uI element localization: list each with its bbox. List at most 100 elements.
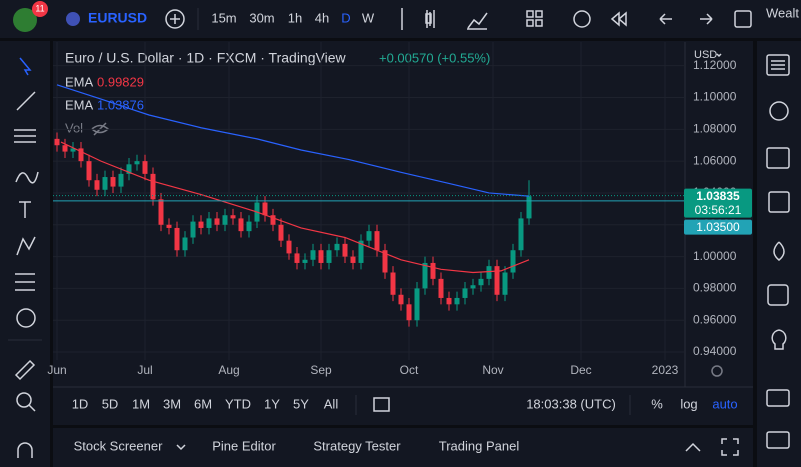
candle-body (174, 227, 180, 251)
indicator-icon[interactable] (467, 12, 488, 30)
candle-body (110, 177, 116, 187)
candle-body (422, 262, 428, 289)
plot (53, 84, 685, 327)
range[interactable]: 5Y (293, 396, 309, 411)
x-tick-label: Nov (482, 363, 503, 377)
layout-icon (535, 19, 543, 27)
footer-tab[interactable]: Trading Panel (439, 438, 520, 453)
candle-body (94, 180, 100, 190)
candle-body (454, 297, 460, 305)
x-tick-label: Aug (218, 363, 239, 377)
percent-toggle[interactable]: % (651, 396, 663, 411)
volume-label[interactable]: Vol (65, 120, 83, 135)
undo-icon[interactable] (659, 13, 672, 25)
candle-body (390, 272, 396, 295)
add-icon[interactable] (165, 9, 185, 29)
replay-icon[interactable] (610, 11, 627, 27)
range[interactable]: All (324, 396, 339, 411)
auto-toggle[interactable]: auto (712, 396, 737, 411)
footer-tab[interactable]: Strategy Tester (313, 438, 401, 453)
clock[interactable]: 18:03:38 (UTC) (526, 396, 616, 411)
interval[interactable]: W (362, 10, 375, 25)
layout-icon[interactable] (526, 10, 534, 18)
footer-tab[interactable]: Stock Screener (74, 438, 164, 453)
legend-value: 0.99829 (97, 74, 144, 89)
candle-body (70, 148, 76, 152)
alert-icon[interactable] (573, 10, 591, 28)
range[interactable]: 6M (194, 396, 212, 411)
footer-bar (53, 428, 753, 467)
drawing-tools[interactable] (14, 57, 39, 458)
candle-body (190, 221, 196, 238)
candle-body (446, 297, 452, 305)
candle-body (126, 164, 132, 174)
x-tick-label: 2023 (652, 363, 679, 377)
goto-icon[interactable] (373, 397, 390, 412)
candle-body (526, 196, 532, 219)
candle-body (102, 177, 108, 190)
candle-body (230, 215, 236, 219)
candle-body (478, 278, 484, 286)
candle-body (350, 256, 356, 263)
y-tick-label: 1.08000 (693, 121, 737, 135)
last-price: 1.03835 (696, 189, 740, 203)
candle-body (286, 240, 292, 254)
candle-body (358, 240, 364, 263)
interval[interactable]: D (341, 10, 350, 25)
collapse-icon[interactable] (685, 442, 701, 452)
candle-body (294, 253, 300, 263)
candle-body (198, 221, 204, 228)
interval[interactable]: 1h (288, 10, 302, 25)
symbol[interactable]: EURUSD (88, 10, 147, 26)
interval[interactable]: 15m (211, 10, 236, 25)
range[interactable]: 3M (163, 396, 181, 411)
add-icon (170, 14, 180, 24)
candle-body (374, 231, 380, 251)
candle-body (86, 161, 92, 181)
candle-body (486, 266, 492, 279)
right-toolbar (757, 41, 801, 467)
range[interactable]: 5D (102, 396, 119, 411)
candle-body (150, 173, 156, 200)
price-change: +0.00570 (+0.55%) (379, 50, 490, 65)
range[interactable]: 1M (132, 396, 150, 411)
y-tick-label: 1.06000 (693, 153, 737, 167)
candle-body (158, 199, 164, 225)
candle-body (502, 272, 508, 295)
candle-body (510, 250, 516, 273)
range[interactable]: 1D (72, 396, 89, 411)
range[interactable]: YTD (225, 396, 251, 411)
candle-body (318, 250, 324, 263)
candle-body (262, 202, 268, 216)
candle-body (518, 218, 524, 251)
candle-body (494, 266, 500, 295)
log-toggle[interactable]: log (680, 396, 697, 411)
divider-icons[interactable] (401, 8, 435, 30)
candle-body (342, 243, 348, 257)
legend-name: EMA (65, 97, 94, 112)
candle-body (302, 259, 308, 263)
candle-body (438, 278, 444, 298)
y-tick-label: 0.94000 (693, 344, 737, 358)
candle-icon (425, 13, 432, 24)
side-tools[interactable] (766, 54, 790, 449)
currency[interactable]: USD (694, 49, 717, 61)
maximize-icon[interactable] (721, 438, 739, 456)
badge-count: 11 (35, 3, 44, 13)
candle-body (118, 173, 124, 187)
watchlist-label[interactable]: Wealt (766, 5, 799, 20)
candle-body (246, 221, 252, 232)
x-tick-label: Oct (400, 363, 419, 377)
x-tick-label: Jun (47, 363, 66, 377)
range[interactable]: 1Y (264, 396, 280, 411)
interval[interactable]: 30m (249, 10, 274, 25)
fullscreen-icon[interactable] (734, 10, 752, 28)
interval[interactable]: 4h (315, 10, 329, 25)
y-tick-label: 1.12000 (693, 58, 737, 72)
avatar[interactable] (13, 8, 37, 32)
settings-icon[interactable] (711, 365, 723, 377)
redo-icon[interactable] (700, 13, 713, 25)
footer-tab[interactable]: Pine Editor (212, 438, 276, 453)
